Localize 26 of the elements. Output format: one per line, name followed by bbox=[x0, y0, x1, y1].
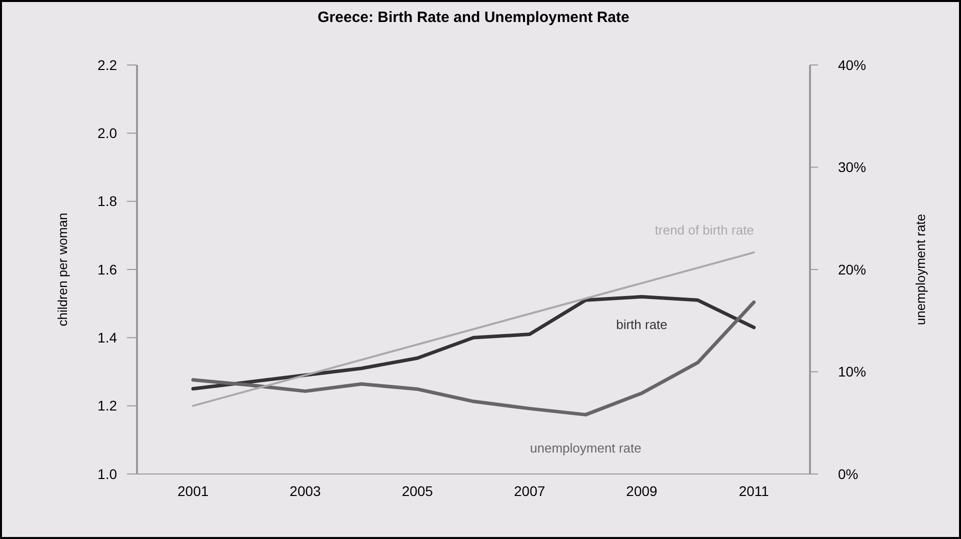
x-tick-label: 2005 bbox=[402, 483, 434, 499]
line-series bbox=[191, 300, 756, 416]
y2-tick-label: 30% bbox=[838, 159, 866, 176]
series-label: trend of birth rate bbox=[654, 222, 754, 238]
y-tick-label: 1.8 bbox=[98, 193, 118, 210]
line-series bbox=[191, 295, 756, 391]
x-tick-label: 2011 bbox=[738, 483, 770, 499]
x-tick-label: 2003 bbox=[290, 483, 322, 499]
x-tick-label: 2007 bbox=[514, 483, 546, 499]
series-label: birth rate bbox=[616, 316, 668, 332]
y-tick-label: 1.0 bbox=[98, 466, 118, 482]
y-tick-label: 1.6 bbox=[98, 261, 118, 278]
y-tick-label: 2.0 bbox=[98, 125, 118, 142]
x-tick-label: 2009 bbox=[626, 483, 658, 499]
y-tick-label: 2.2 bbox=[98, 56, 118, 73]
y2-tick-label: 10% bbox=[838, 364, 866, 380]
y2-axis-title: unemployment rate bbox=[913, 214, 928, 326]
y-tick-label: 1.2 bbox=[98, 398, 118, 414]
y2-tick-label: 20% bbox=[838, 261, 866, 278]
chart-title: Greece: Birth Rate and Unemployment Rate bbox=[318, 9, 630, 26]
text: unemployment rate bbox=[530, 440, 642, 456]
x-tick-label: 2001 bbox=[178, 483, 209, 499]
y2-tick-label: 40% bbox=[838, 56, 866, 73]
y2-tick-label: 0% bbox=[838, 466, 858, 482]
y-tick-label: 1.4 bbox=[98, 330, 118, 346]
y-axis-title: children per woman bbox=[55, 212, 70, 326]
